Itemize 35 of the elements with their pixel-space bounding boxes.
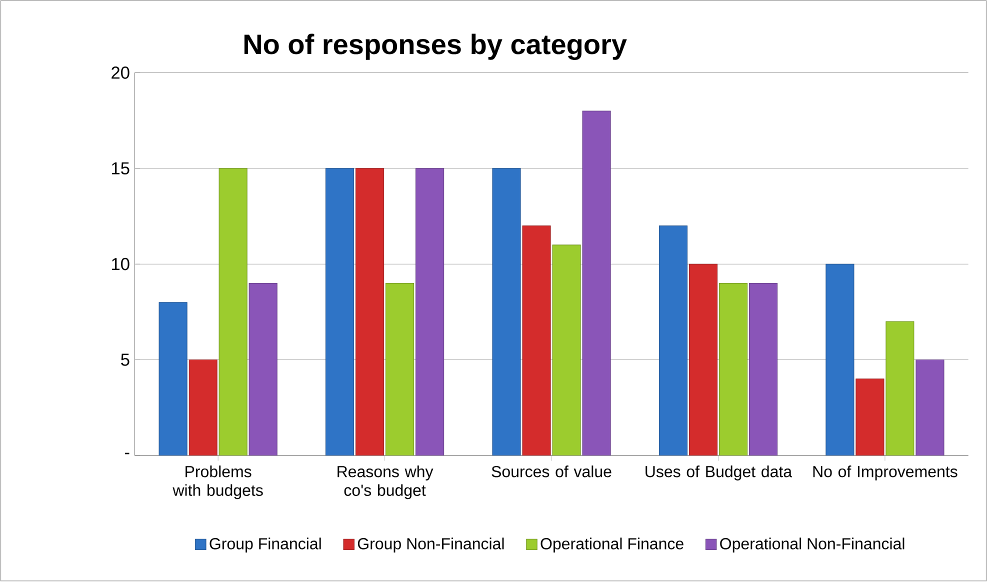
bar	[492, 168, 521, 456]
bar	[718, 283, 748, 456]
bar	[886, 321, 914, 456]
bar	[218, 168, 248, 456]
bar	[826, 264, 854, 456]
x-tick-label: Sources of value	[492, 466, 612, 478]
legend-label: Group Financial	[210, 538, 321, 553]
bar	[582, 110, 611, 456]
bar	[158, 302, 188, 456]
bar	[552, 244, 581, 456]
bar	[386, 283, 414, 456]
legend-label: Operational Finance	[540, 538, 684, 553]
bar	[248, 283, 278, 456]
bar	[326, 168, 354, 456]
bar	[522, 226, 551, 456]
chart-title: No of responses by category	[244, 34, 627, 60]
legend-label: Operational Non-Financial	[720, 538, 904, 553]
x-tick-label: Problems with budgets	[172, 466, 263, 500]
bar	[748, 283, 778, 456]
y-tick-label: 15	[112, 162, 130, 175]
x-tick-label: Reasons why co's budget	[338, 466, 434, 500]
bar	[416, 168, 444, 456]
y-tick-label: 10	[112, 258, 130, 270]
bar	[188, 360, 218, 456]
legend-label: Group Non-Financial	[358, 538, 504, 553]
x-tick-label: No of Improvements	[813, 466, 958, 481]
bar	[688, 264, 718, 456]
bar	[356, 168, 384, 456]
bar	[658, 226, 688, 456]
bar	[916, 360, 944, 456]
y-tick-label: -	[125, 453, 130, 454]
x-tick-label: Uses of Budget data	[646, 466, 792, 481]
y-tick-label: 20	[112, 66, 130, 80]
y-tick-label: 5	[121, 354, 130, 366]
bar	[856, 378, 884, 456]
